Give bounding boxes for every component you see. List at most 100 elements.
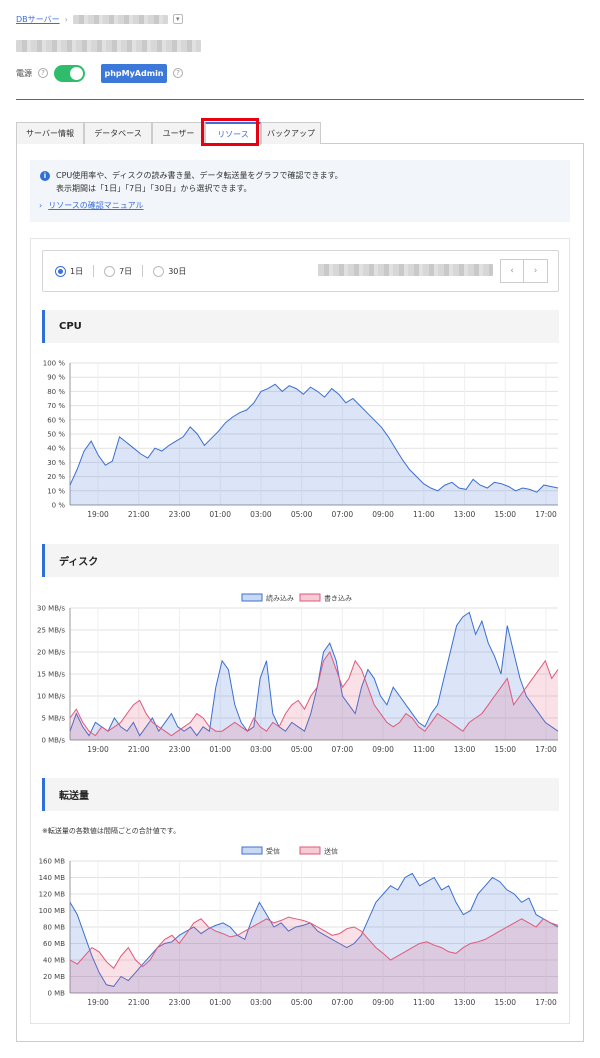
x-tick-label: 23:00 (169, 745, 191, 754)
x-tick-label: 15:00 (494, 998, 516, 1007)
radio-selected-icon[interactable] (55, 265, 66, 277)
help-icon[interactable]: ? (173, 68, 183, 78)
x-tick-label: 15:00 (494, 510, 516, 519)
period-radio-30days[interactable]: 30日 (153, 265, 187, 277)
y-tick-label: 20 MB/s (37, 649, 65, 657)
tab-backup[interactable]: バックアップ (261, 122, 321, 144)
transfer-note: ※転送量の各数値は間隔ごとの合計値です。 (42, 827, 181, 835)
breadcrumb-db-server-link[interactable]: DBサーバー (16, 14, 60, 24)
legend-label: 送信 (324, 847, 338, 856)
phpmyadmin-button[interactable]: phpMyAdmin (101, 63, 167, 83)
x-tick-label: 09:00 (372, 745, 394, 754)
y-tick-label: 100 MB (39, 907, 66, 915)
x-tick-label: 07:00 (332, 510, 354, 519)
section-title-cpu: CPU (42, 310, 559, 343)
x-tick-label: 09:00 (372, 510, 394, 519)
info-text-line2: 表示期間は「1日」「7日」「30日」から選択できます。 (56, 184, 252, 193)
y-tick-label: 20 % (47, 473, 65, 481)
tab-resources[interactable]: リソース (205, 122, 261, 145)
series-line (69, 611, 559, 737)
x-tick-label: 05:00 (291, 998, 313, 1007)
next-period-button[interactable]: › (524, 259, 548, 283)
legend-label: 読み込み (266, 594, 294, 603)
x-tick-label: 15:00 (494, 745, 516, 754)
radio-divider (93, 265, 95, 277)
x-tick-label: 23:00 (169, 510, 191, 519)
x-tick-label: 13:00 (454, 745, 476, 754)
x-tick-label: 17:00 (535, 745, 557, 754)
legend-label: 受信 (266, 847, 280, 856)
series-line (69, 383, 559, 493)
y-tick-label: 15 MB/s (37, 671, 65, 679)
x-tick-label: 11:00 (413, 510, 435, 519)
x-tick-label: 05:00 (291, 745, 313, 754)
legend-label: 書き込み (324, 594, 352, 603)
tab-server-info[interactable]: サーバー情報 (16, 122, 84, 144)
power-toggle[interactable] (54, 64, 85, 82)
y-tick-label: 10 MB/s (37, 693, 65, 701)
tab-database[interactable]: データベース (84, 122, 152, 144)
y-tick-label: 80 % (47, 388, 65, 396)
section-title-transfer: 転送量 (42, 778, 559, 811)
y-tick-label: 50 % (47, 431, 65, 439)
x-tick-label: 11:00 (413, 745, 435, 754)
y-tick-label: 60 MB (43, 940, 65, 948)
x-tick-label: 03:00 (250, 745, 272, 754)
prev-period-button[interactable]: ‹ (500, 259, 524, 283)
series-line (69, 872, 559, 987)
x-tick-label: 21:00 (128, 510, 150, 519)
y-tick-label: 10 % (47, 487, 65, 495)
x-tick-label: 01:00 (209, 998, 231, 1007)
series-line (69, 916, 559, 970)
period-option-label: 7日 (119, 266, 133, 276)
y-tick-label: 0 MB/s (41, 737, 65, 745)
y-tick-label: 30 MB/s (37, 605, 65, 613)
breadcrumb-server-name-redacted (72, 14, 168, 24)
radio-unselected-icon[interactable] (104, 265, 116, 277)
y-tick-label: 25 MB/s (37, 627, 65, 635)
x-tick-label: 13:00 (454, 510, 476, 519)
date-range-redacted (318, 264, 493, 276)
resource-manual-link[interactable]: › リソースの確認マニュアル (39, 200, 144, 211)
info-icon: i (40, 171, 50, 181)
period-radio-group: 1日 7日 30日 (55, 265, 186, 277)
x-tick-label: 19:00 (87, 510, 109, 519)
radio-unselected-icon[interactable] (153, 265, 165, 277)
series-area (70, 384, 558, 505)
x-tick-label: 03:00 (250, 998, 272, 1007)
help-icon[interactable]: ? (38, 68, 48, 78)
x-tick-label: 19:00 (87, 745, 109, 754)
y-tick-label: 40 % (47, 445, 65, 453)
y-tick-label: 60 % (47, 416, 65, 424)
info-box: i CPU使用率や、ディスクの読み書き量、データ転送量をグラフで確認できます。 … (30, 160, 570, 222)
x-tick-label: 19:00 (87, 998, 109, 1007)
period-radio-1day[interactable]: 1日 (55, 265, 83, 277)
series-area (70, 873, 558, 993)
series-area (70, 917, 558, 993)
x-tick-label: 01:00 (209, 745, 231, 754)
tab-users[interactable]: ユーザー (152, 122, 205, 144)
x-tick-label: 07:00 (332, 998, 354, 1007)
legend-swatch (299, 846, 321, 855)
y-tick-label: 90 % (47, 374, 65, 382)
x-tick-label: 03:00 (250, 510, 272, 519)
divider (16, 99, 584, 100)
series-area (70, 652, 558, 740)
breadcrumb-separator: › (64, 14, 68, 24)
period-option-label: 30日 (168, 266, 187, 276)
period-selector (42, 250, 559, 292)
chevron-down-icon[interactable]: ▾ (172, 14, 183, 24)
y-tick-label: 20 MB (43, 973, 65, 981)
x-tick-label: 09:00 (372, 998, 394, 1007)
y-tick-label: 120 MB (39, 891, 66, 899)
period-radio-7days[interactable]: 7日 (104, 265, 133, 277)
y-tick-label: 80 MB (43, 924, 65, 932)
x-tick-label: 21:00 (128, 998, 150, 1007)
info-text-line1: CPU使用率や、ディスクの読み書き量、データ転送量をグラフで確認できます。 (56, 171, 343, 180)
chevron-right-icon: › (39, 201, 43, 210)
power-row: 電源 ? phpMyAdmin ? (16, 63, 183, 83)
y-tick-label: 100 % (43, 360, 66, 368)
x-tick-label: 11:00 (413, 998, 435, 1007)
power-label: 電源 (16, 68, 32, 78)
x-tick-label: 13:00 (454, 998, 476, 1007)
